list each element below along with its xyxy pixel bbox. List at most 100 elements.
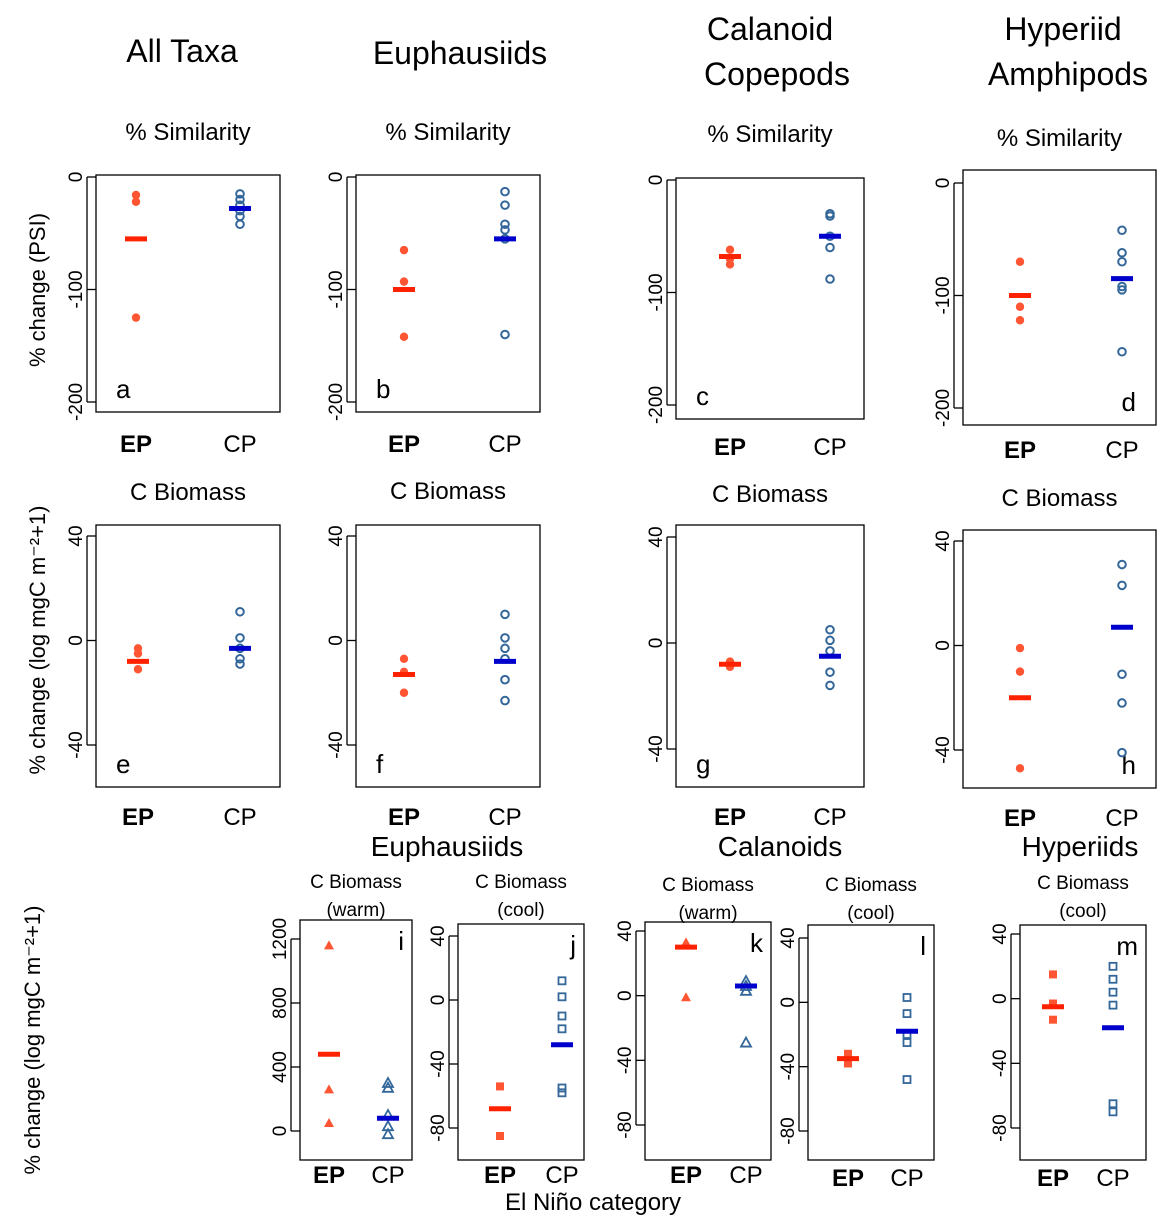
plot-frame <box>95 174 281 413</box>
plot-frame <box>675 524 865 788</box>
data-point-cp <box>500 633 510 643</box>
data-point-cp <box>1108 961 1118 971</box>
plot-frame <box>457 923 585 1161</box>
panel-e: C Biomass -40 0 40 EP CP e <box>66 479 281 831</box>
data-point-ep <box>725 260 735 269</box>
panel-title: C Biomass <box>825 875 917 896</box>
data-point-ep <box>399 654 409 663</box>
data-point-cp <box>381 1127 395 1140</box>
category-label-cp: CP <box>223 431 256 458</box>
data-point-cp <box>1108 1000 1118 1010</box>
column-header-hyperiid-line1: Hyperiid <box>1004 11 1121 47</box>
y-tick-label: 0 <box>615 990 636 1001</box>
data-point-cp <box>235 659 245 669</box>
y-tick-label: 0 <box>933 178 954 189</box>
data-point-ep <box>844 1059 852 1068</box>
y-tick-label: 0 <box>428 995 449 1006</box>
data-point-cp <box>557 976 567 986</box>
plot-frame <box>355 174 541 413</box>
y-tick-label: 40 <box>326 525 347 546</box>
y-tick-label: 40 <box>778 927 799 948</box>
data-point-ep <box>399 332 409 341</box>
plot-frame <box>355 524 541 788</box>
category-label-cp: CP <box>488 804 521 831</box>
category-label-ep: EP <box>484 1162 516 1189</box>
data-point-cp <box>557 1024 567 1034</box>
column-header-calanoid-line2: Copepods <box>704 56 850 92</box>
y-tick-label: 0 <box>933 640 954 651</box>
y-tick-label: -80 <box>778 1117 799 1144</box>
data-point-cp <box>500 219 510 230</box>
data-point-cp <box>381 1076 395 1088</box>
data-point-cp <box>557 1083 567 1093</box>
y-tick-label: 400 <box>270 1051 291 1083</box>
panel-letter: e <box>116 749 130 779</box>
data-point-ep <box>324 940 334 950</box>
panel-title: % Similarity <box>997 125 1122 152</box>
group-header-hyperiids: Hyperiids <box>1022 831 1139 862</box>
data-point-cp <box>1117 225 1127 236</box>
y-tick-label: -100 <box>66 270 87 308</box>
data-point-ep <box>844 1049 852 1058</box>
data-point-cp <box>235 194 245 205</box>
category-label-ep: EP <box>122 804 154 831</box>
data-point-ep <box>496 1082 504 1091</box>
y-tick-label: -200 <box>933 389 954 427</box>
data-point-cp <box>500 225 510 235</box>
y-tick-label: 1200 <box>270 918 291 960</box>
data-point-ep <box>1015 257 1025 266</box>
data-point-cp <box>500 186 510 197</box>
y-tick-label: 40 <box>933 530 954 551</box>
panel-letter: d <box>1122 387 1136 417</box>
panel-letter: m <box>1116 931 1138 961</box>
data-point-cp <box>902 1075 912 1084</box>
row1-ylabel: % change (PSI) <box>25 213 50 367</box>
data-point-ep <box>1015 316 1025 325</box>
category-label-cp: CP <box>729 1162 762 1189</box>
data-point-cp <box>1117 346 1127 357</box>
plot-frame <box>299 919 413 1161</box>
data-point-ep <box>1015 643 1025 653</box>
data-point-cp <box>557 1011 567 1021</box>
category-label-cp: CP <box>488 431 521 458</box>
column-header-all-taxa: All Taxa <box>126 33 238 69</box>
y-tick-label: 800 <box>270 987 291 1019</box>
data-point-ep <box>725 245 735 254</box>
data-point-cp <box>1117 698 1127 708</box>
y-tick-label: -40 <box>990 1050 1011 1077</box>
panel-h: C Biomass -40 0 40 EP CP h <box>933 485 1157 832</box>
category-label-cp: CP <box>223 804 256 831</box>
panel-subtitle: (warm) <box>326 900 385 921</box>
category-label-ep: EP <box>120 431 152 458</box>
panel-subtitle: (warm) <box>678 903 737 924</box>
plot-frame <box>1019 924 1147 1161</box>
panel-letter: g <box>696 749 710 779</box>
panel-i: C Biomass (warm) 0 400 800 1200 EP CP i <box>270 872 413 1189</box>
data-point-cp <box>1117 747 1127 758</box>
plot-frame <box>962 169 1157 426</box>
data-point-ep <box>681 992 691 1002</box>
data-point-ep <box>324 1118 334 1127</box>
panel-letter: l <box>920 931 926 961</box>
y-tick-label: -100 <box>646 273 667 311</box>
data-point-ep <box>681 937 691 947</box>
panel-j: C Biomass (cool) -80 -40 0 40 EP CP j <box>428 872 585 1189</box>
plot-frame <box>675 177 865 420</box>
y-tick-label: -40 <box>326 731 347 758</box>
data-point-cp <box>825 635 835 646</box>
panel-title: % Similarity <box>385 119 510 146</box>
data-point-ep <box>1015 764 1025 773</box>
panels: % Similarity -200 -100 0 EP CP a % Similarity -2… <box>66 119 1157 1192</box>
panel-title: C Biomass <box>712 481 828 508</box>
category-label-cp: CP <box>1096 1165 1129 1192</box>
data-point-cp <box>235 606 245 617</box>
panel-k: C Biomass (warm) -80 -40 0 40 EP CP k <box>615 875 772 1189</box>
panel-title: % Similarity <box>125 119 250 146</box>
data-point-cp <box>235 219 245 230</box>
y-tick-label: 0 <box>326 172 347 183</box>
data-point-cp <box>557 992 567 1002</box>
panel-title: C Biomass <box>475 872 567 893</box>
row2-ylabel: % change (log mgC m⁻²+1) <box>25 506 50 775</box>
data-point-cp <box>1117 559 1127 570</box>
data-point-ep <box>324 1084 334 1094</box>
